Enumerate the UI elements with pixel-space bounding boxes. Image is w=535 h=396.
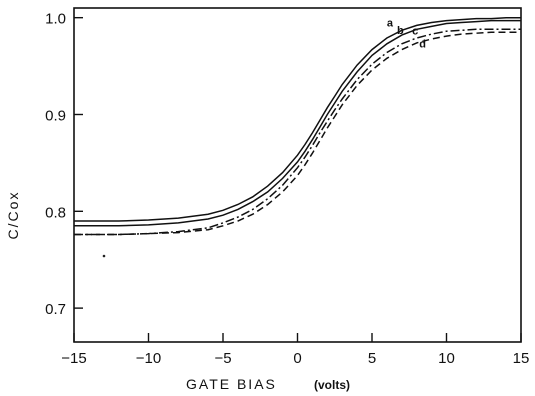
x-axis-ticks: −15 −10 −5 0 5 10 15	[61, 333, 529, 367]
series-label-c: c	[412, 26, 418, 38]
x-tick-label: 10	[438, 350, 455, 367]
series-line-d	[74, 31, 521, 236]
series-line-c	[74, 28, 521, 236]
plot-border	[73, 7, 522, 343]
series-label-a: a	[387, 17, 394, 29]
x-tick-label: −10	[136, 350, 161, 367]
series-line-b	[74, 19, 521, 227]
x-axis-units: (volts)	[314, 378, 350, 392]
y-tick-label: 0.8	[45, 204, 66, 221]
series-layer	[74, 16, 521, 236]
plot-frame	[73, 7, 522, 343]
y-axis-label: C/Cox	[5, 191, 21, 240]
x-tick-label: 15	[513, 350, 530, 367]
series-label-layer: ab cd	[387, 17, 426, 50]
x-tick-label: −15	[61, 350, 86, 367]
series-label-d: d	[419, 38, 426, 50]
x-axis-label: GATE BIAS	[186, 376, 277, 392]
x-tick-label: −5	[214, 350, 231, 367]
x-tick-label: 5	[368, 350, 376, 367]
speck-mark	[102, 254, 106, 258]
series-label-b: b	[397, 25, 404, 37]
x-tick-label: 0	[293, 350, 301, 367]
y-tick-label: 0.9	[45, 107, 66, 124]
series-line-a	[74, 16, 521, 222]
x-axis-title: GATE BIAS (volts)	[186, 376, 350, 392]
y-axis-ticks: 0.7 0.8 0.9 1.0	[45, 11, 83, 318]
y-tick-label: 1.0	[45, 11, 66, 28]
y-tick-label: 0.7	[45, 301, 66, 318]
